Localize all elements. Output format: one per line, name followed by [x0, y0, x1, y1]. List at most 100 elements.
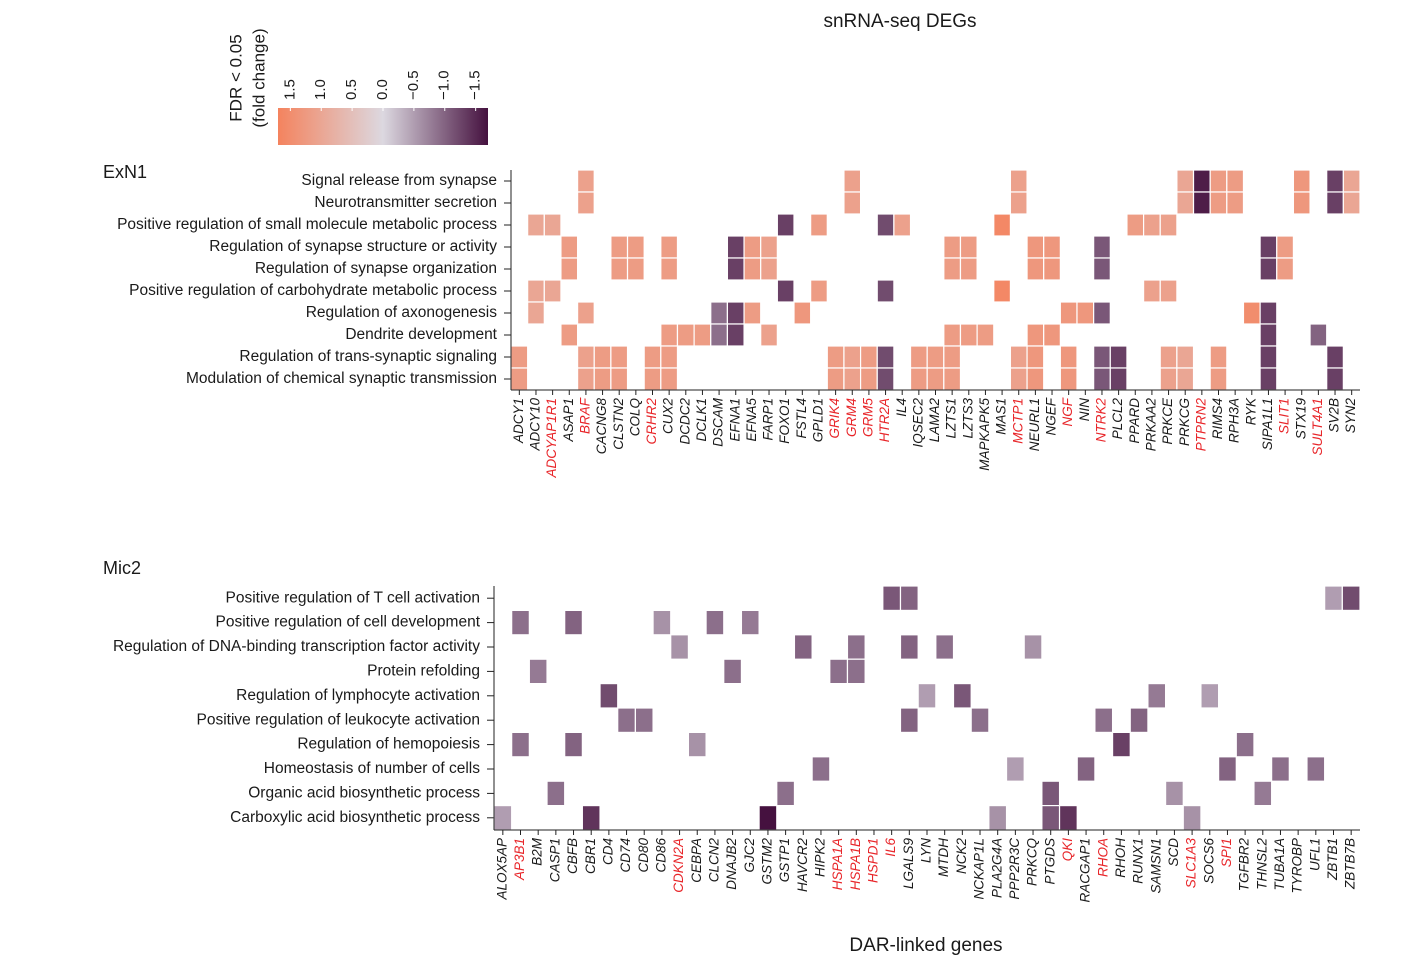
heatmap-cell — [899, 585, 919, 611]
heatmap-cell — [776, 213, 795, 237]
gene-label: UFL1 — [1307, 838, 1322, 871]
heatmap-cell — [943, 235, 962, 259]
gene-label: CD74 — [618, 838, 633, 873]
gene-label: ALOX5AP — [494, 838, 509, 901]
gene-label: SULT4A1 — [1310, 398, 1325, 456]
row-label: Modulation of chemical synaptic transmis… — [186, 370, 497, 387]
heatmap-cell — [935, 634, 955, 660]
gene-label: THNSL2 — [1254, 838, 1269, 890]
gene-label: SOCS6 — [1201, 838, 1216, 884]
heatmap-cell — [705, 609, 725, 636]
heatmap-cell — [1259, 257, 1278, 281]
heatmap-cell — [581, 804, 601, 831]
heatmap-cell — [693, 323, 712, 347]
heatmap-cell — [1041, 780, 1061, 807]
heatmap-cell — [1026, 257, 1045, 281]
row-label: Positive regulation of carbohydrate meta… — [129, 282, 497, 299]
row-label: Organic acid biosynthetic process — [248, 784, 480, 801]
heatmap-cell — [760, 257, 778, 281]
heatmap-cell — [560, 323, 579, 347]
heatmap-cell — [1093, 301, 1111, 325]
row-label: Positive regulation of cell development — [215, 614, 480, 631]
heatmap-cell — [1209, 345, 1228, 369]
heatmap-cell — [1276, 257, 1295, 281]
gene-label: GPLD1 — [811, 398, 826, 442]
heatmap-cell — [1005, 756, 1025, 782]
heatmap-cell — [952, 682, 972, 709]
colorbar-tick-label: −1.0 — [436, 70, 453, 100]
gene-label: CACNG8 — [594, 398, 609, 455]
heatmap-cell — [610, 257, 629, 281]
gene-label: RYK — [1243, 397, 1258, 425]
heatmap-cell — [560, 257, 579, 281]
heatmap-cell — [1159, 345, 1178, 369]
heatmap-cell — [1094, 707, 1114, 733]
heatmap-cell — [576, 345, 595, 369]
x-axis-label: DAR-linked genes — [849, 935, 1002, 956]
row-label: Positive regulation of leukocyte activat… — [197, 711, 480, 728]
gene-label: NIN — [1077, 398, 1092, 422]
heatmap-cell — [660, 235, 679, 259]
row-label: Signal release from synapse — [301, 172, 497, 189]
heatmap-cell — [826, 345, 845, 369]
heatmap-cell — [909, 345, 928, 369]
gene-label: PLA2G4A — [989, 838, 1004, 898]
heatmap-cell — [1026, 235, 1045, 259]
gene-label: SPI1 — [1219, 838, 1234, 867]
heatmap-cell — [1182, 804, 1202, 831]
heatmap-cell — [1129, 707, 1149, 733]
heatmap-cell — [843, 191, 862, 215]
gene-label: IL4 — [894, 398, 909, 417]
heatmap-cell — [1218, 756, 1237, 782]
gene-label: DCDC2 — [677, 398, 692, 445]
heatmap-cell — [1026, 323, 1045, 347]
heatmap-cell — [843, 169, 862, 193]
gene-label: PTPRN2 — [1193, 398, 1208, 452]
heatmap-cell — [660, 257, 679, 281]
heatmap-cell — [1159, 367, 1178, 391]
heatmap-cell — [1342, 169, 1361, 193]
heatmap-cell — [1159, 213, 1178, 237]
heatmap-cell — [1259, 301, 1278, 325]
heatmap-cell — [593, 345, 612, 369]
heatmap-cell — [776, 780, 796, 807]
panel-title: ExN1 — [103, 162, 147, 182]
gene-label: HSPA1A — [830, 838, 845, 890]
heatmap-cell — [643, 367, 662, 391]
gene-label: RHOH — [1113, 838, 1128, 878]
gene-label: PLCL2 — [1110, 398, 1125, 440]
heatmap-cell — [1292, 191, 1311, 215]
heatmap-cell — [1043, 323, 1061, 347]
gene-label: CBR1 — [583, 838, 598, 874]
heatmap-cell — [1147, 682, 1167, 709]
heatmap-cell — [1126, 213, 1145, 237]
gene-label: FSTL4 — [794, 398, 809, 439]
heatmap-cell — [876, 345, 895, 369]
heatmap-cell — [1259, 235, 1278, 259]
heatmap-cell — [1341, 585, 1361, 611]
gene-label: EFNA1 — [727, 398, 742, 442]
heatmap-cell — [510, 345, 529, 369]
row-label: Positive regulation of T cell activation — [226, 589, 480, 606]
heatmap-cell — [1271, 756, 1290, 782]
heatmap-cell — [793, 634, 813, 660]
heatmap-cell — [1176, 191, 1195, 215]
row-label: Regulation of DNA-binding transcription … — [113, 638, 480, 655]
heatmap-cell — [710, 323, 729, 347]
gene-label: GRM4 — [844, 398, 859, 437]
gene-label: SYN2 — [1343, 398, 1358, 434]
gene-label: HIPK2 — [813, 838, 828, 878]
heatmap-cell — [1242, 301, 1261, 325]
heatmap-cell — [1093, 257, 1111, 281]
heatmap-cell — [1041, 804, 1061, 831]
gene-label: CD86 — [653, 838, 668, 873]
heatmap-cell — [493, 804, 513, 831]
heatmap-cell — [859, 345, 878, 369]
heatmap-cell — [1176, 169, 1195, 193]
row-label: Positive regulation of small molecule me… — [117, 216, 497, 233]
heatmap-cell — [1292, 169, 1311, 193]
row-label: Regulation of axonogenesis — [306, 304, 498, 321]
heatmap-cell — [652, 609, 672, 636]
heatmap-cell — [1093, 367, 1111, 391]
